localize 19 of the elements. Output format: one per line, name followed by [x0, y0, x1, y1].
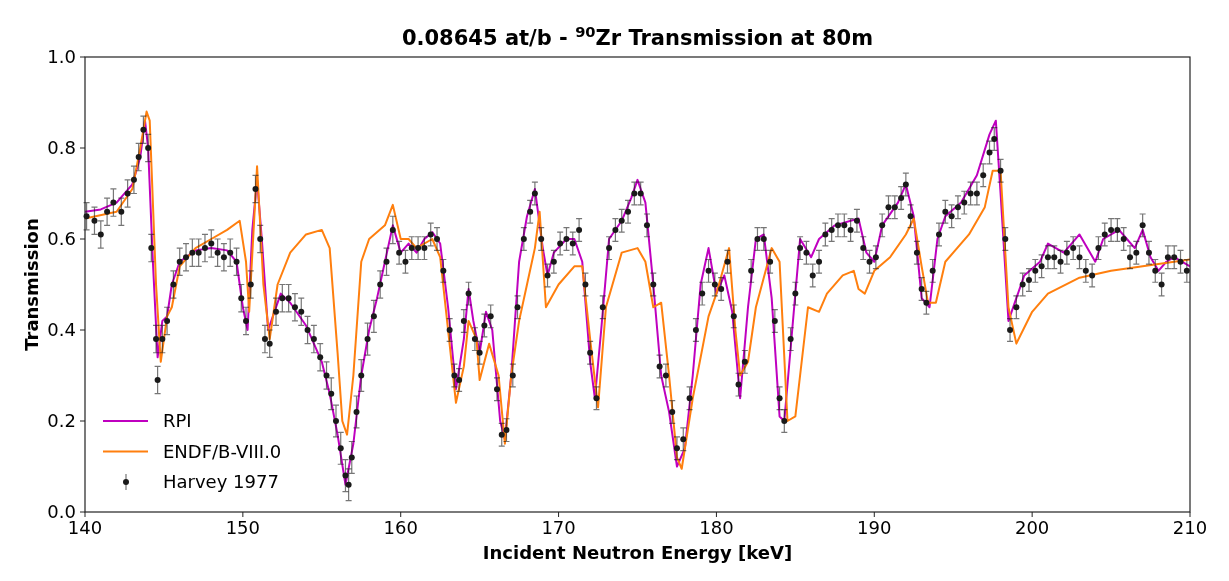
x-tick-label: 140	[67, 517, 103, 539]
x-tick-label: 200	[1014, 517, 1050, 539]
chart-title: 0.08645 at/b - $^{90}$Zr Transmission at 80m	[401, 22, 874, 50]
x-tick-label: 180	[699, 517, 734, 539]
legend-label: ENDF/B-VIII.0	[163, 440, 282, 462]
x-axis-title: Incident Neutron Energy [keV]	[482, 542, 793, 563]
y-tick-label: 0.4	[47, 319, 76, 341]
x-tick-label: 170	[541, 517, 576, 539]
legend-label: Harvey 1977	[163, 471, 279, 493]
y-axis-title: Transmission	[21, 218, 42, 351]
y-tick-label: 0.6	[47, 228, 76, 250]
x-tick-label: 210	[1172, 517, 1208, 539]
legend-label: RPI	[163, 410, 192, 432]
y-tick-label: 0.2	[47, 410, 76, 432]
x-tick-label: 150	[225, 517, 261, 539]
x-tick-label: 190	[857, 517, 892, 539]
y-tick-label: 1.0	[47, 46, 76, 68]
x-tick-label: 160	[383, 517, 418, 539]
y-tick-label: 0.8	[47, 137, 76, 159]
